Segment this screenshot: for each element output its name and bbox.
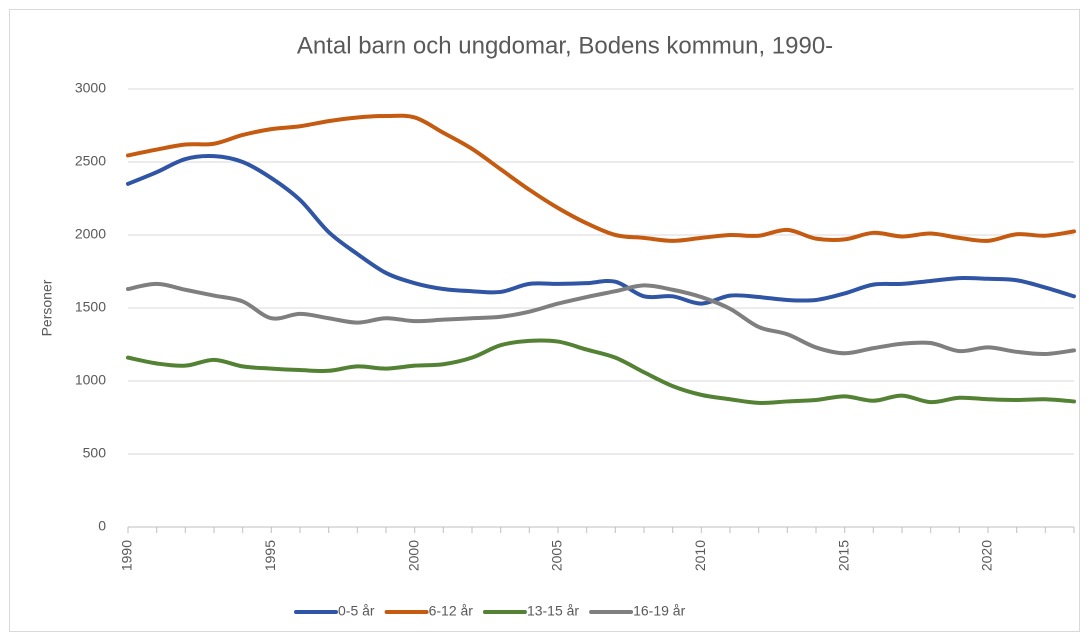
x-tick-label: 2010 (692, 540, 708, 571)
series-line (126, 338, 1076, 405)
series-line (126, 281, 1076, 357)
x-tick-label: 1990 (119, 540, 135, 571)
series-line (126, 154, 1076, 306)
y-axis-label: Personer (39, 279, 55, 336)
chart-frame (9, 9, 1080, 632)
series-line (126, 113, 1076, 243)
x-tick-label: 2015 (835, 540, 851, 571)
x-tick-label: 2000 (405, 540, 421, 571)
chart-title: Antal barn och ungdomar, Bodens kommun, … (297, 32, 833, 59)
legend-label: 0-5 år (338, 603, 375, 619)
y-tick-label: 2500 (75, 153, 106, 169)
y-tick-label: 1500 (75, 299, 106, 315)
y-tick-label: 3000 (75, 80, 106, 96)
y-tick-label: 500 (83, 445, 107, 461)
y-tick-label: 1000 (75, 372, 106, 388)
legend-label: 16-19 år (633, 603, 685, 619)
y-tick-label: 2000 (75, 226, 106, 242)
legend-label: 6-12 år (429, 603, 474, 619)
y-tick-label: 0 (98, 518, 106, 534)
x-tick-label: 1995 (262, 540, 278, 571)
legend-label: 13-15 år (527, 603, 579, 619)
x-tick-label: 2020 (979, 540, 995, 571)
x-tick-label: 2005 (549, 540, 565, 571)
